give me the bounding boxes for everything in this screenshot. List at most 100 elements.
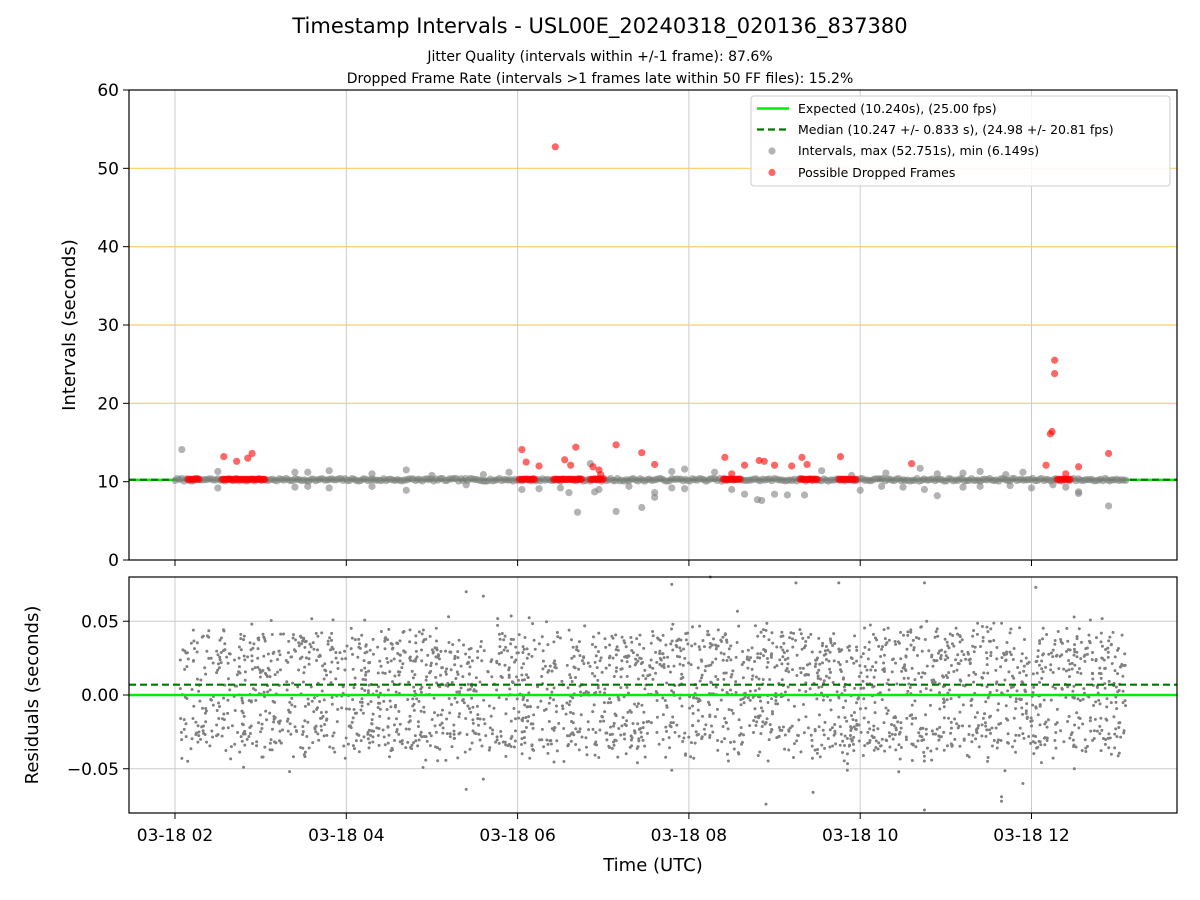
residual-point [409, 658, 413, 662]
residual-point [612, 724, 616, 728]
residual-point [678, 662, 682, 666]
residual-point [1018, 626, 1022, 630]
residual-point [258, 675, 262, 679]
residual-point [626, 691, 630, 695]
residual-point [833, 729, 837, 733]
residual-point [278, 668, 282, 672]
residual-point [642, 710, 646, 714]
residual-point [837, 660, 841, 664]
residual-point [671, 622, 675, 626]
residual-point [857, 675, 861, 679]
residual-point [1036, 649, 1040, 653]
residual-point [689, 755, 693, 759]
residual-point [414, 634, 418, 638]
residual-point [970, 740, 974, 744]
residual-point [370, 729, 374, 733]
residual-point [561, 707, 565, 711]
residual-point [579, 713, 583, 717]
residual-point [864, 706, 868, 710]
residual-point [322, 698, 326, 702]
residual-point [388, 699, 392, 703]
residual-point [186, 657, 190, 661]
residual-point [1060, 653, 1064, 657]
residual-point [201, 729, 205, 733]
residual-point [217, 701, 221, 705]
residual-point [377, 695, 381, 699]
residual-point [658, 656, 662, 660]
residual-point [495, 735, 499, 739]
residual-point [711, 660, 715, 664]
residual-point [1022, 736, 1026, 740]
residual-point [498, 637, 502, 641]
residual-point [852, 735, 856, 739]
residual-point [891, 658, 895, 662]
residual-point [284, 658, 288, 662]
residual-point [831, 681, 835, 685]
residual-point [602, 701, 606, 705]
residual-point [994, 668, 998, 672]
residual-point [911, 638, 915, 642]
residual-point [546, 742, 550, 746]
residual-point [603, 687, 607, 691]
residual-point [465, 732, 469, 736]
residual-point [942, 705, 946, 709]
residual-point [499, 651, 503, 655]
residual-point [509, 637, 513, 641]
residual-point [556, 635, 560, 639]
residual-point [873, 701, 877, 705]
residual-point [1103, 682, 1107, 686]
residual-point [1011, 658, 1015, 662]
residual-point [962, 737, 966, 741]
residual-point [817, 636, 821, 640]
residual-point [189, 641, 193, 645]
residual-point [1053, 686, 1057, 690]
residual-point [438, 685, 442, 689]
residual-point [549, 738, 553, 742]
residual-point [625, 719, 629, 723]
residual-point [208, 744, 212, 748]
bottom-y-tick-label: −0.05 [67, 760, 119, 780]
residual-point [922, 759, 926, 763]
residual-point [433, 711, 437, 715]
interval-point [402, 466, 410, 474]
residual-point [937, 734, 941, 738]
residual-point [240, 696, 244, 700]
residual-point [521, 645, 525, 649]
residual-point [449, 703, 453, 707]
residual-point [1060, 686, 1064, 690]
residual-point [453, 663, 457, 667]
residual-point [844, 699, 848, 703]
residual-point [817, 668, 821, 672]
residual-point [878, 744, 882, 748]
residual-point [385, 657, 389, 661]
residual-point [810, 738, 814, 742]
residual-point [606, 701, 610, 705]
residual-point [683, 753, 687, 757]
residual-point [190, 687, 194, 691]
residual-point [995, 689, 999, 693]
residual-point [1004, 704, 1008, 708]
residual-point [281, 728, 285, 732]
residual-point [379, 664, 383, 668]
residual-point [625, 660, 629, 664]
residual-point [509, 737, 513, 741]
residual-point [669, 721, 673, 725]
residual-point [437, 654, 441, 658]
residual-point [453, 654, 457, 658]
residual-point [739, 698, 743, 702]
residual-point [1072, 647, 1076, 651]
residual-point [398, 653, 402, 657]
residual-point [948, 632, 952, 636]
residual-point [303, 665, 307, 669]
residual-point [229, 745, 233, 749]
residual-point [250, 659, 254, 663]
residual-point [450, 681, 454, 685]
residual-point [623, 737, 627, 741]
residual-point [552, 728, 556, 732]
residual-point [837, 581, 841, 585]
residual-point [363, 666, 367, 670]
residual-point [732, 747, 736, 751]
residual-point [817, 725, 821, 729]
residual-point [497, 741, 501, 745]
residual-point [880, 698, 884, 702]
